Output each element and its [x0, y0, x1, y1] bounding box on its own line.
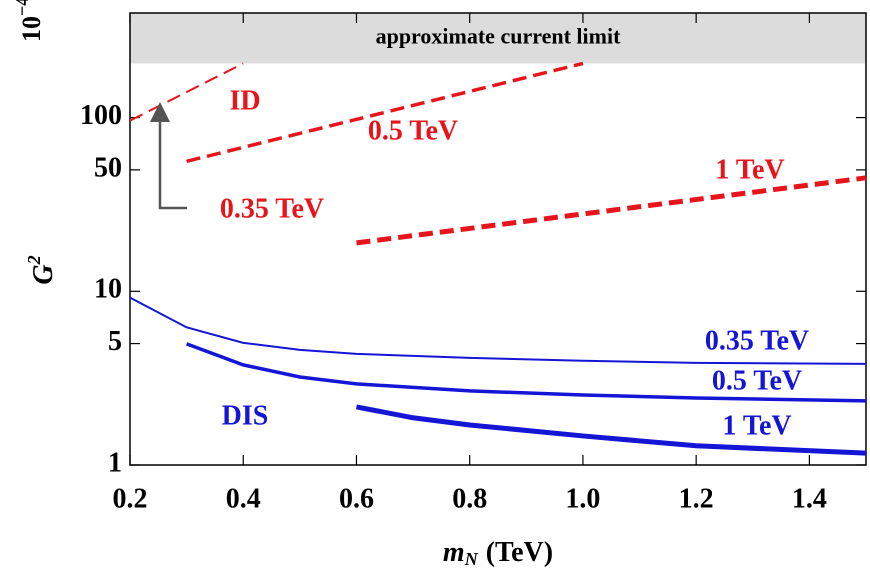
y-label-sup: 2	[24, 255, 44, 265]
x-axis-label: mN (TeV)	[443, 537, 553, 569]
group-label: DIS	[222, 400, 269, 431]
x-tick-label: 0.8	[452, 483, 487, 514]
x-tick-label: 1.4	[792, 483, 827, 514]
y-tick-label: 100	[80, 100, 122, 131]
y-label-base: G	[28, 264, 59, 284]
x-tick-label: 0.6	[339, 483, 374, 514]
current-limit-band	[130, 13, 866, 64]
scale-exp: −4	[12, 0, 32, 16]
group-label: ID	[229, 85, 260, 116]
x-label-symbol: m	[443, 537, 465, 568]
x-tick-label: 1.2	[679, 483, 714, 514]
x-label-unit: (TeV)	[486, 537, 553, 568]
series-label: 0.35 TeV	[220, 193, 324, 224]
x-label-sub: N	[464, 549, 479, 569]
pointer-arrow	[150, 102, 187, 210]
y-axis-label: G2	[24, 255, 59, 284]
plot-frame	[129, 12, 867, 466]
series-label: 0.5 TeV	[712, 365, 802, 396]
y-tick-label: 10	[94, 274, 122, 305]
series-line	[129, 296, 867, 365]
x-tick-label: 0.4	[226, 483, 261, 514]
series-label: 1 TeV	[715, 154, 784, 185]
series-line	[186, 342, 867, 403]
x-tick-label: 1.0	[565, 483, 600, 514]
y-tick-label: 1	[108, 447, 122, 478]
y-tick-label: 50	[94, 152, 122, 183]
scale-factor: 10−4	[12, 0, 46, 42]
x-tick-label: 0.2	[113, 483, 148, 514]
series-label: 0.5 TeV	[368, 115, 458, 146]
series-line	[355, 404, 867, 456]
series-line	[356, 175, 867, 246]
series-line	[129, 62, 244, 122]
series-label: 1 TeV	[722, 410, 791, 441]
series-label: 0.35 TeV	[705, 325, 809, 356]
band-label: approximate current limit	[376, 23, 621, 48]
scale-base: 10	[17, 16, 46, 42]
series-line	[186, 61, 584, 164]
y-tick-label: 5	[108, 326, 122, 357]
